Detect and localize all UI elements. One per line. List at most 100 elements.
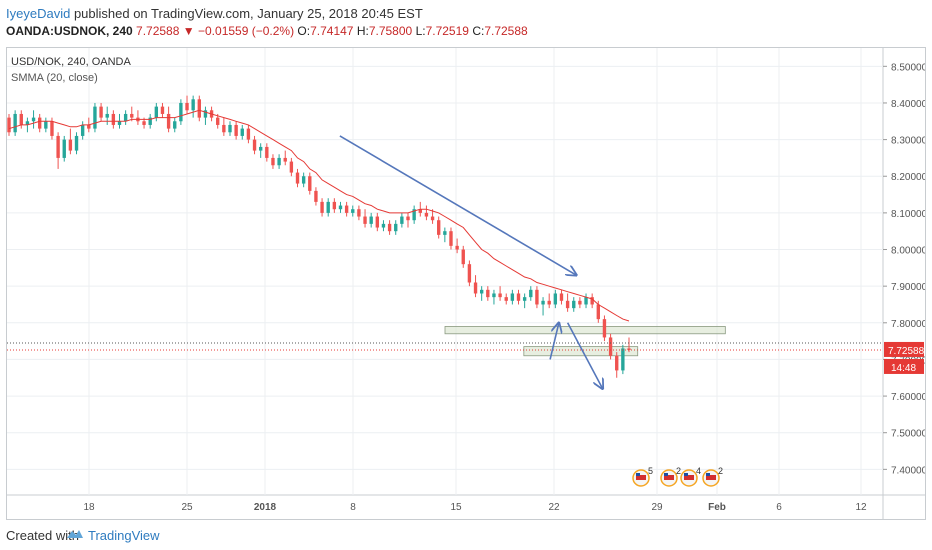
candle[interactable] <box>381 223 386 228</box>
candle[interactable] <box>418 209 422 213</box>
candle[interactable] <box>222 124 226 133</box>
candle[interactable] <box>265 146 269 158</box>
candle[interactable] <box>615 355 619 371</box>
candle[interactable] <box>437 220 441 235</box>
trend-arrow[interactable] <box>566 322 603 389</box>
candle[interactable] <box>424 212 429 217</box>
candle[interactable] <box>19 113 23 125</box>
candle[interactable] <box>449 231 453 246</box>
candle[interactable] <box>627 348 631 350</box>
price-axis[interactable] <box>883 48 925 519</box>
candle[interactable] <box>93 106 97 129</box>
candle[interactable] <box>154 106 159 118</box>
candle[interactable] <box>320 201 324 213</box>
candle[interactable] <box>105 113 109 118</box>
candle[interactable] <box>596 304 600 320</box>
candle[interactable] <box>602 319 607 338</box>
candle[interactable] <box>240 128 244 136</box>
candle[interactable] <box>252 139 257 151</box>
candle[interactable] <box>148 117 152 125</box>
candle[interactable] <box>486 289 490 298</box>
candle[interactable] <box>203 110 208 118</box>
candle[interactable] <box>510 293 515 301</box>
candle[interactable] <box>529 289 533 298</box>
candle[interactable] <box>74 135 79 151</box>
candle[interactable] <box>246 128 251 140</box>
support-zone[interactable] <box>444 326 726 335</box>
candle[interactable] <box>99 106 103 118</box>
candle[interactable] <box>608 337 613 356</box>
candle[interactable] <box>289 161 294 173</box>
candle[interactable] <box>412 209 416 221</box>
candle[interactable] <box>166 113 171 129</box>
candle[interactable] <box>332 201 337 210</box>
candle[interactable] <box>111 113 116 125</box>
candle[interactable] <box>590 297 594 305</box>
chart-pane[interactable]: 8.50000 8.40000 8.30000 8.20000 8.10000 8.000… <box>6 47 926 520</box>
candle[interactable] <box>621 348 625 371</box>
candle[interactable] <box>455 245 459 250</box>
candle[interactable] <box>277 157 281 166</box>
candle[interactable] <box>142 121 146 125</box>
candle[interactable] <box>160 106 165 114</box>
candle[interactable] <box>50 121 54 136</box>
candle[interactable] <box>492 293 496 298</box>
candle[interactable] <box>308 176 312 191</box>
candle[interactable] <box>295 172 300 184</box>
candle[interactable] <box>553 293 558 305</box>
candle[interactable] <box>572 300 576 309</box>
candle[interactable] <box>467 264 472 283</box>
candle[interactable] <box>430 216 435 221</box>
candle[interactable] <box>173 121 177 129</box>
candle[interactable] <box>357 209 361 217</box>
candle[interactable] <box>406 216 410 221</box>
candle[interactable] <box>271 157 275 166</box>
candle[interactable] <box>461 249 465 265</box>
candle[interactable] <box>44 121 48 129</box>
candle[interactable] <box>13 113 17 133</box>
candle[interactable] <box>326 201 330 213</box>
candle[interactable] <box>344 205 349 213</box>
candle[interactable] <box>578 300 582 305</box>
candle[interactable] <box>498 293 502 298</box>
candle[interactable] <box>258 146 263 151</box>
candle[interactable] <box>584 297 588 305</box>
candle[interactable] <box>351 209 355 213</box>
candle[interactable] <box>31 117 36 122</box>
trend-arrow[interactable] <box>549 323 559 360</box>
candle[interactable] <box>216 117 220 125</box>
author-link[interactable]: IyeyeDavid <box>6 6 71 21</box>
candle[interactable] <box>62 139 66 158</box>
candle[interactable] <box>375 216 380 228</box>
candle[interactable] <box>516 293 521 301</box>
candle[interactable] <box>185 102 189 111</box>
candle[interactable] <box>38 117 42 129</box>
candle[interactable] <box>338 205 343 210</box>
candle[interactable] <box>473 282 478 294</box>
candle[interactable] <box>565 300 570 309</box>
candle[interactable] <box>87 124 91 129</box>
candle[interactable] <box>179 102 183 122</box>
candle[interactable] <box>387 223 392 232</box>
candle[interactable] <box>400 216 404 224</box>
candle[interactable] <box>522 297 527 301</box>
candle[interactable] <box>80 124 85 136</box>
trend-arrow[interactable] <box>339 135 577 275</box>
candle[interactable] <box>479 289 484 294</box>
candle[interactable] <box>314 190 318 202</box>
tradingview-brand-link[interactable]: TradingView <box>88 528 160 543</box>
candle[interactable] <box>443 231 447 235</box>
candle[interactable] <box>535 289 539 305</box>
candle[interactable] <box>197 99 201 118</box>
candle[interactable] <box>547 300 551 305</box>
candle[interactable] <box>394 223 398 232</box>
candle[interactable] <box>541 300 545 305</box>
candle[interactable] <box>191 99 195 111</box>
candle[interactable] <box>117 121 122 125</box>
candle[interactable] <box>301 176 306 184</box>
candle[interactable] <box>56 135 60 158</box>
candle[interactable] <box>130 113 134 118</box>
candle[interactable] <box>363 216 367 224</box>
candle[interactable] <box>228 124 232 133</box>
candle[interactable] <box>369 216 373 224</box>
